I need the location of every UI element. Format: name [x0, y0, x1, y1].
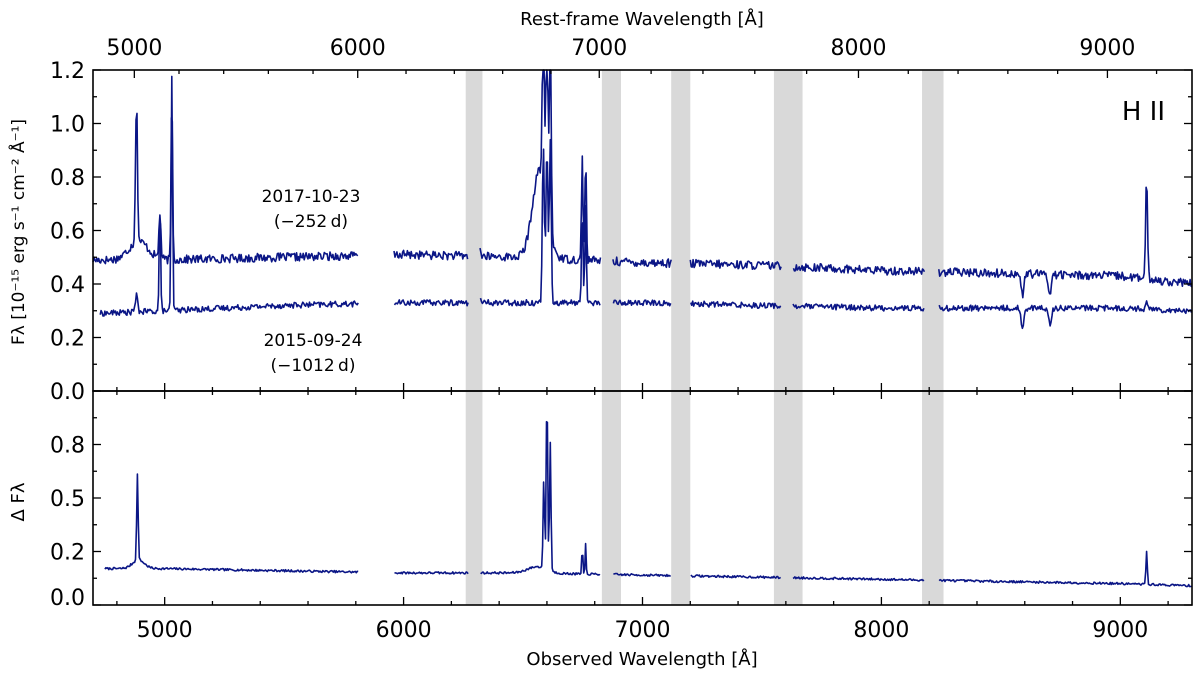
top-y-tick-label-0.0: 0.0: [50, 380, 85, 405]
spectrum-line-2015-09-24: [99, 75, 1193, 330]
series-2015-phase: (−1012 d): [271, 356, 356, 376]
spectrum-lines: [92, 69, 1193, 588]
telluric-band-2: [671, 70, 691, 605]
bottom-y-tick-label-1: 0.2: [50, 541, 85, 566]
top-y-tick-label-0.8: 0.8: [50, 166, 85, 191]
x-tick-label-8000: 8000: [853, 618, 909, 643]
bottom-y-tick-label-2: 0.5: [50, 487, 85, 512]
telluric-bands: [465, 70, 944, 605]
difference-spectrum-line: [104, 420, 1192, 588]
top-y-tick-label-1.0: 1.0: [50, 113, 85, 138]
top-axis-tick-label-9000: 9000: [1079, 36, 1135, 61]
x-tick-label-5000: 5000: [137, 618, 193, 643]
x-tick-label-7000: 7000: [615, 618, 671, 643]
x-tick-label-9000: 9000: [1092, 618, 1148, 643]
top-axis-tick-label-7000: 7000: [571, 36, 627, 61]
spectrum-line-2017-10-23: [92, 69, 1193, 299]
top-axis-tick-label-8000: 8000: [830, 36, 886, 61]
bottom-panel-frame: [92, 390, 1193, 606]
telluric-band-0: [465, 70, 483, 605]
telluric-band-1: [601, 70, 621, 605]
series-2017-date: 2017-10-23: [262, 187, 361, 207]
top-y-tick-label-1.2: 1.2: [50, 59, 85, 84]
top-panel-frame: [92, 69, 1193, 392]
bottom-y-tick-label-3: 0.8: [50, 434, 85, 459]
bottom-x-axis-label: Observed Wavelength [Å]: [526, 648, 757, 670]
top-axis-tick-label-5000: 5000: [106, 36, 162, 61]
telluric-band-4: [922, 70, 944, 605]
series-2017-phase: (−252 d): [274, 212, 348, 232]
bottom-y-tick-label-0: 0.0: [50, 586, 85, 611]
telluric-band-3: [773, 70, 803, 605]
top-y-tick-label-0.6: 0.6: [50, 220, 85, 245]
series-2015-date: 2015-09-24: [264, 331, 363, 351]
top-x-axis-label: Rest-frame Wavelength [Å]: [520, 8, 764, 30]
top-y-tick-label-0.2: 0.2: [50, 327, 85, 352]
bottom-y-axis-label: Δ Fλ: [8, 482, 29, 521]
top-y-axis-label: Fλ [10⁻¹⁵ erg s⁻¹ cm⁻² Å⁻¹]: [7, 119, 29, 345]
panel-tag: H II: [1122, 97, 1165, 127]
axes-frame: [92, 69, 1193, 606]
x-tick-label-6000: 6000: [376, 618, 432, 643]
top-axis-tick-label-6000: 6000: [330, 36, 386, 61]
axis-ticks: 5000 6000 7000 8000 9000 5000 6000 7000 8000 9000…: [50, 36, 1192, 643]
top-y-tick-label-0.4: 0.4: [50, 273, 85, 298]
